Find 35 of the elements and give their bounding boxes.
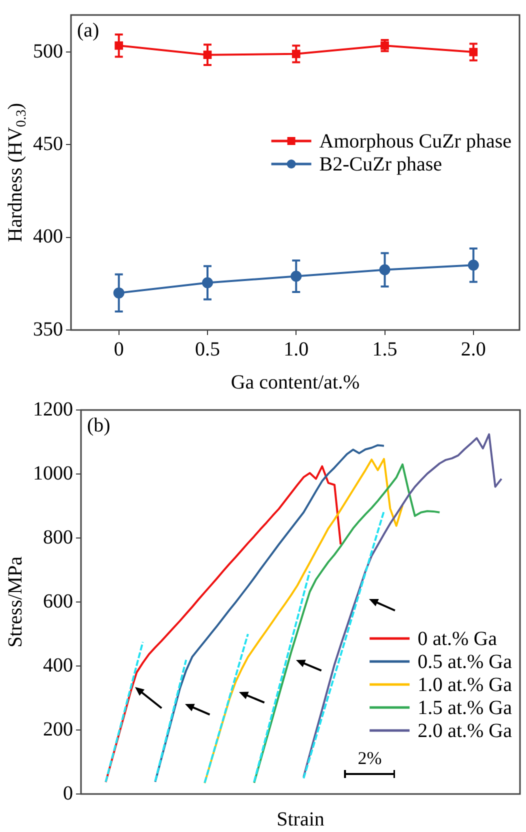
x-axis-title: Strain	[276, 808, 324, 830]
line-series	[204, 633, 249, 784]
y-tick-label: 350	[33, 318, 63, 340]
legend-label: 2.0 at.% Ga	[418, 720, 512, 742]
legend-label: 1.0 at.% Ga	[418, 674, 512, 696]
legend-label: 0.5 at.% Ga	[418, 650, 512, 673]
y-tick-label: 0	[63, 782, 73, 804]
x-tick-label: 2.0	[460, 338, 486, 360]
y-tick-label: 1200	[33, 398, 73, 420]
x-tick-label: 0	[114, 338, 124, 360]
line-series	[154, 658, 188, 782]
line-series	[253, 570, 311, 783]
y-tick-label: 500	[33, 40, 63, 62]
y-tick-label: 200	[43, 718, 73, 740]
annotation: 2%	[358, 748, 382, 769]
x-tick-label: 1.5	[372, 338, 398, 360]
y-tick-label: 600	[43, 590, 73, 612]
legend-label: 0 at.% Ga	[418, 628, 498, 650]
x-axis-title: Ga content/at.%	[230, 371, 360, 394]
legend-label: 1.5 at.% Ga	[418, 696, 512, 719]
annotation: (b)	[87, 414, 110, 436]
y-tick-label: 1000	[33, 462, 73, 484]
annotation: (a)	[77, 19, 100, 42]
x-tick-label: 1.0	[284, 338, 309, 360]
y-tick-label: 400	[33, 226, 63, 248]
y-tick-label: 400	[43, 654, 73, 676]
line-series	[302, 510, 385, 780]
legend-label: B2-CuZr phase	[319, 153, 442, 176]
x-tick-label: 0.5	[195, 338, 220, 360]
legend-label: Amorphous CuZr phase	[319, 130, 512, 152]
line-series	[104, 641, 144, 783]
y-tick-label: 450	[33, 132, 63, 155]
y-tick-label: 800	[43, 526, 73, 548]
y-axis-title: Hardness (HV0.3)	[4, 102, 30, 242]
y-axis-title: Stress/MPa	[4, 556, 26, 648]
